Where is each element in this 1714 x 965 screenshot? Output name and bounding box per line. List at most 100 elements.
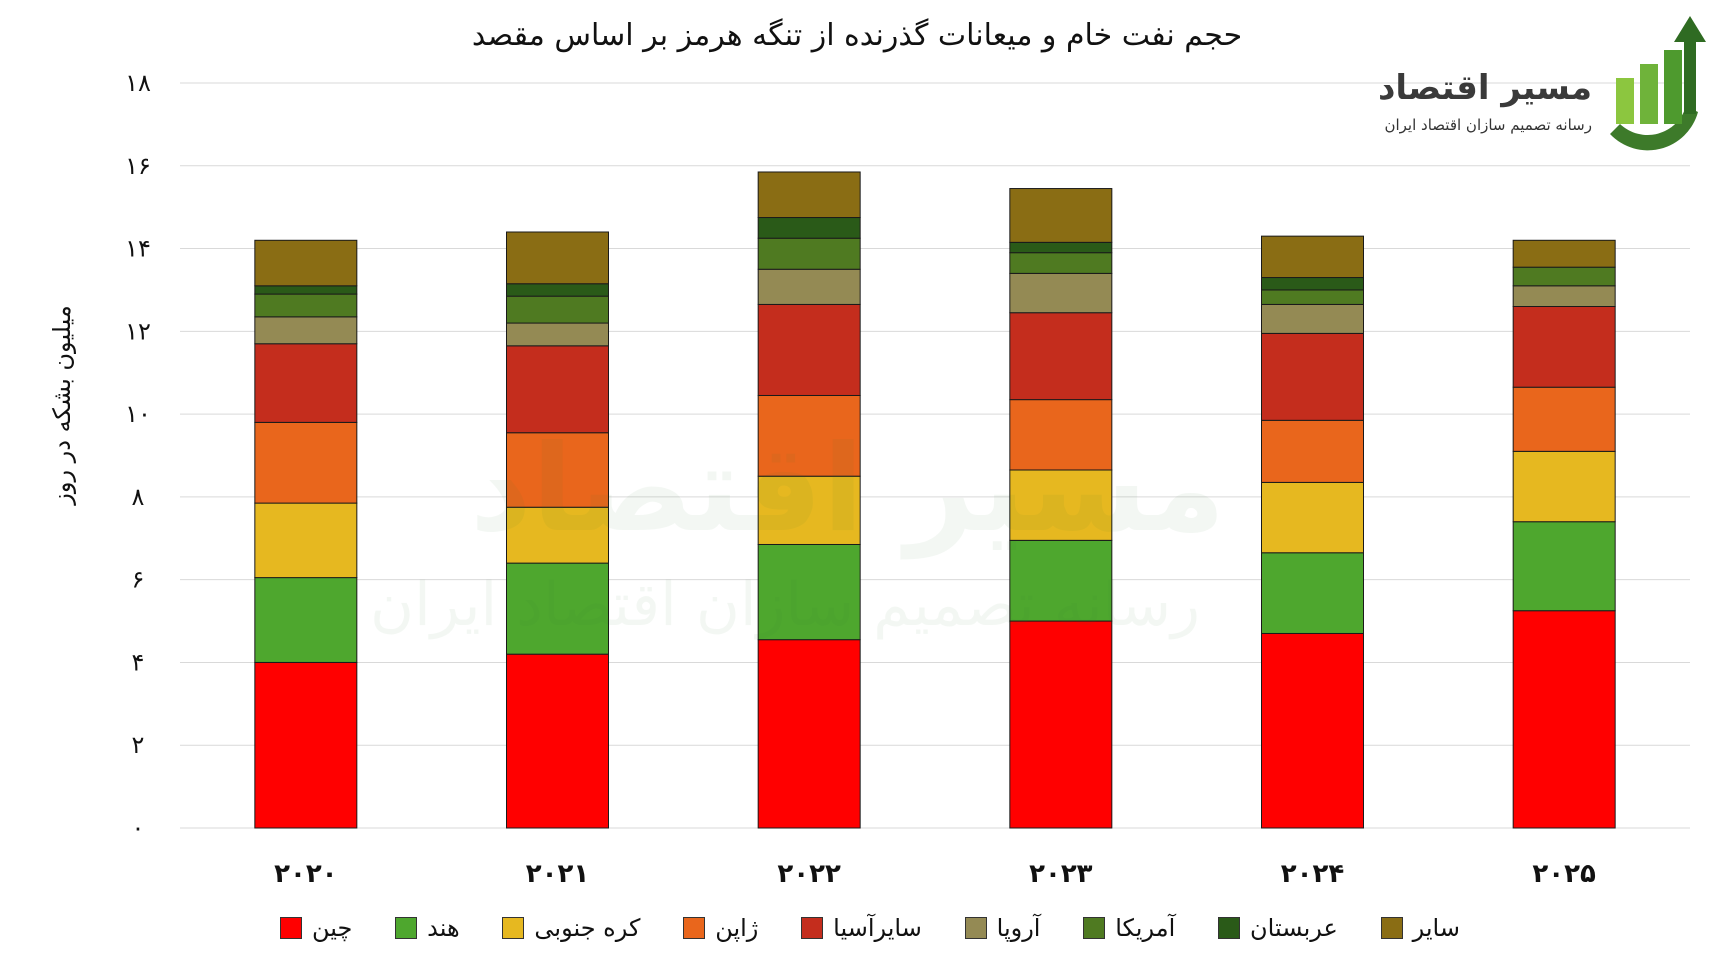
bar-segment (1512, 610, 1616, 829)
legend-item: سایرآسیا (801, 914, 922, 942)
logo-mark-icon (1610, 16, 1706, 151)
bar-segment (254, 421, 358, 504)
bar-segment (1009, 312, 1113, 401)
y-tick-label: ۴ (132, 648, 145, 676)
bar-segment (1512, 450, 1616, 523)
x-tick-label: ۲۰۲۰ (274, 859, 337, 889)
x-tick-label: ۲۰۲۲ (777, 859, 841, 889)
legend-label: کره جنوبی (534, 914, 641, 942)
bars (254, 171, 1616, 829)
legend-item: آمریکا (1083, 914, 1175, 942)
legend-label: سایرآسیا (833, 914, 922, 942)
legend-item: چین (280, 914, 352, 942)
legend-label: چین (312, 914, 353, 942)
y-tick-label: ۱۴ (125, 235, 151, 263)
y-tick-label: ۱۸ (125, 69, 151, 97)
y-axis-label: میلیون بشکه در روز (48, 305, 76, 505)
legend-item: سایر (1380, 914, 1460, 942)
x-tick-label: ۲۰۲۱ (526, 859, 589, 889)
y-tick-label: ۱۶ (125, 152, 151, 180)
bar-segment (757, 394, 861, 477)
bar-segment (506, 283, 609, 297)
bar-segment (506, 506, 609, 564)
bar-segment (506, 231, 609, 285)
y-tick-label: ۸ (132, 483, 145, 511)
legend-swatch (1380, 917, 1403, 939)
y-tick-label: ۱۰ (125, 400, 151, 428)
bar-segment (1261, 552, 1364, 634)
logo-title: مسیر اقتصاد (1377, 68, 1592, 108)
bar-segment (1261, 632, 1364, 829)
gridlines (180, 82, 1690, 829)
bar-segment (1009, 620, 1113, 829)
logo: مسیر اقتصاد رسانه تصمیم سازان اقتصاد ایر… (1350, 16, 1710, 164)
bar-segment (1009, 252, 1113, 274)
bar-segment (1512, 239, 1616, 268)
x-tick-label: ۲۰۲۵ (1532, 859, 1596, 889)
x-tick-label: ۲۰۲۳ (1029, 859, 1093, 889)
bar-segment (506, 345, 609, 434)
legend-swatch (280, 917, 302, 939)
y-tick-label: ۶ (132, 566, 145, 594)
bar-segment (1512, 386, 1616, 452)
bar-segment (757, 268, 861, 305)
legend-item: ژاپن (683, 914, 758, 942)
legend-swatch (1083, 917, 1106, 939)
bar-segment (1009, 188, 1113, 243)
chart-legend: چین هند کره جنوبی ژاپن سایرآسیا آروپا آمریکا عر… (280, 908, 1460, 948)
bar-segment (506, 653, 609, 829)
bar-segment (254, 577, 358, 663)
bar-segment (1261, 332, 1364, 421)
bar-segment (757, 475, 861, 545)
bar-segment (1261, 303, 1364, 334)
legend-label: آروپا (996, 914, 1041, 942)
bar-segment (1512, 266, 1616, 287)
legend-swatch (1218, 917, 1241, 939)
x-tick-label: ۲۰۲۴ (1281, 859, 1344, 889)
bar-segment (1261, 419, 1364, 483)
y-tick-label: ۱۲ (125, 317, 151, 345)
bar-segment (1261, 277, 1364, 291)
bar-segment (757, 217, 861, 239)
y-tick-label: ۰ (132, 814, 145, 842)
logo-subtitle: رسانه تصمیم سازان اقتصاد ایران (1384, 116, 1592, 134)
legend-item: عربستان (1218, 914, 1338, 942)
chart-title: حجم نفت خام و میعانات گذرنده از تنگه هرم… (471, 18, 1243, 53)
bar-segment (757, 639, 861, 829)
x-tick-labels: ۲۰۲۰ ۲۰۲۱ ۲۰۲۲ ۲۰۲۳ ۲۰۲۴ ۲۰۲۵ (274, 859, 1596, 889)
legend-item: هند (395, 914, 460, 942)
bar-segment (1512, 306, 1616, 388)
bar-segment (757, 237, 861, 270)
legend-label: عربستان (1250, 914, 1338, 942)
watermark-title: مسیر اقتصاد (470, 420, 1226, 559)
watermark: مسیر اقتصاد رسانه تصمیم سازان اقتصاد ایر… (330, 300, 1480, 720)
bar-segment (254, 316, 358, 345)
legend-label: هند (427, 914, 460, 942)
y-tick-label: ۲ (132, 731, 145, 759)
bar-segment (757, 543, 861, 641)
bar-segment (254, 239, 358, 287)
bar-segment (1009, 241, 1113, 254)
bar-segment (757, 171, 861, 219)
bar-segment (1512, 521, 1616, 612)
legend-swatch (683, 917, 706, 939)
bar-segment (1261, 235, 1364, 279)
bar-segment (254, 661, 358, 829)
legend-swatch (964, 917, 987, 939)
watermark-subtitle: رسانه تصمیم سازان اقتصاد ایران (370, 570, 1201, 640)
legend-label: سایر (1412, 914, 1460, 942)
bar-segment (757, 303, 861, 396)
bar-segment (1009, 539, 1113, 622)
bar-segment (506, 295, 609, 324)
bar-segment (1512, 285, 1616, 307)
legend-swatch (395, 917, 418, 939)
bar-segment (1009, 272, 1113, 314)
bar-segment (254, 285, 358, 295)
bar-segment (1009, 399, 1113, 471)
legend-swatch (502, 917, 525, 939)
legend-item: کره جنوبی (502, 914, 640, 942)
legend-label: آمریکا (1115, 914, 1176, 942)
legend-swatch (801, 917, 824, 939)
bar-segment (1009, 469, 1113, 541)
